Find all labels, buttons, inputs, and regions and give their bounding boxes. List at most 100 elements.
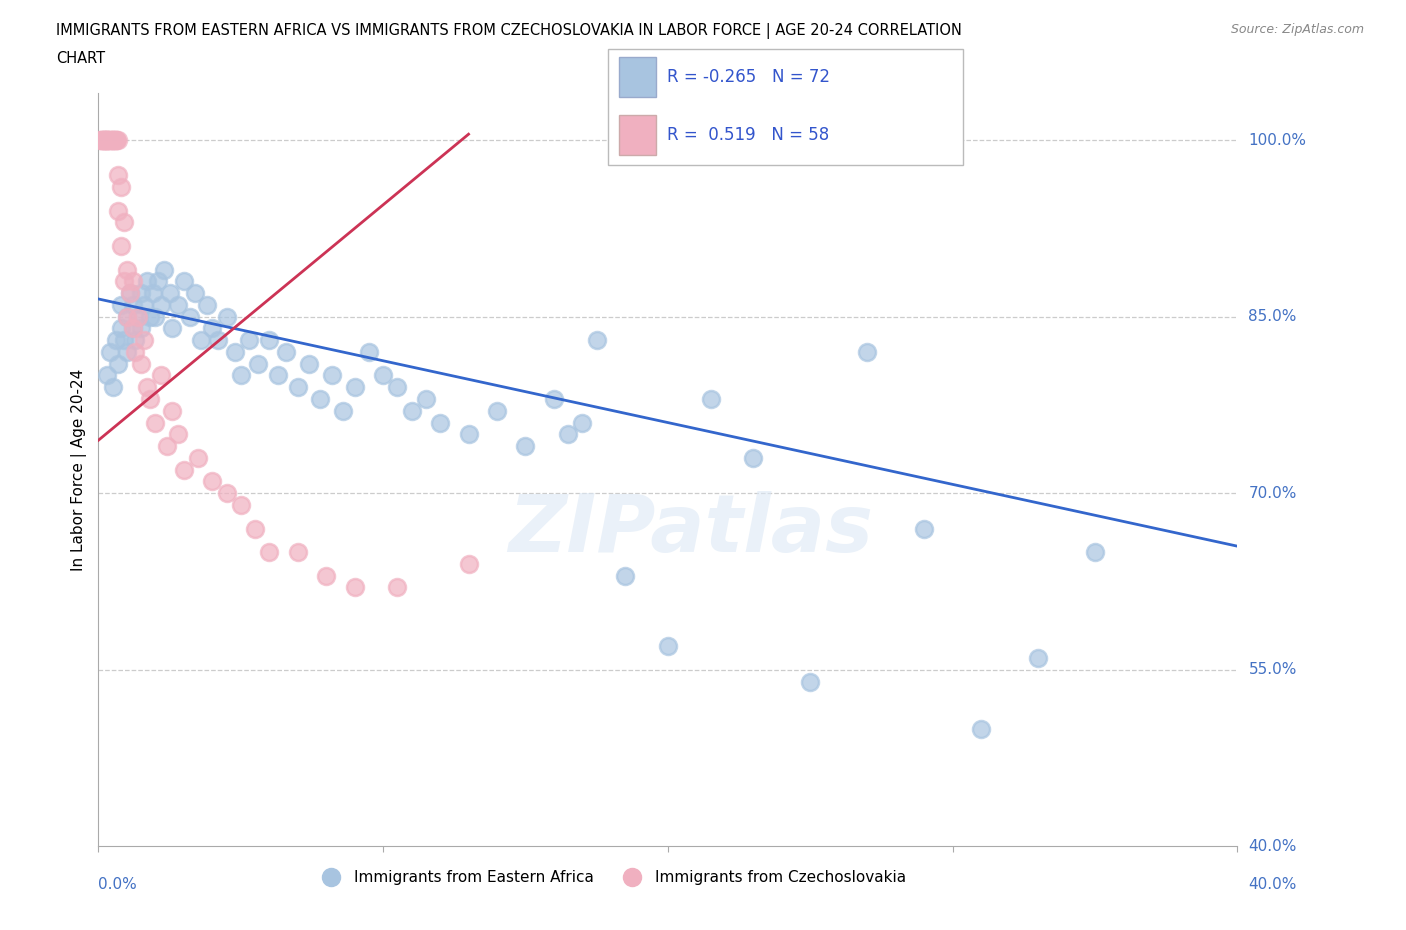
Point [332,404,354,418]
Point [614,568,637,583]
Point [276,344,298,359]
Point [129,286,152,300]
Point [90,133,112,148]
Point [287,379,309,394]
Point [201,474,224,489]
Point [104,333,127,348]
Text: 70.0%: 70.0% [1249,485,1296,500]
Y-axis label: In Labor Force | Age 20-24: In Labor Force | Age 20-24 [72,368,87,571]
Point [515,439,537,454]
Point [93,133,115,148]
Point [110,179,132,194]
Point [167,298,190,312]
Point [118,286,141,300]
Point [112,274,135,289]
Point [141,286,163,300]
Point [96,133,118,148]
Point [224,344,246,359]
Point [970,721,993,736]
Point [315,568,337,583]
Point [387,379,409,394]
FancyBboxPatch shape [609,49,963,165]
Point [207,333,229,348]
Point [96,133,118,148]
Point [173,274,195,289]
Point [107,168,129,183]
Point [184,286,207,300]
Point [167,427,190,442]
Point [1084,545,1107,560]
Point [93,133,115,148]
Point [101,379,124,394]
Point [912,521,935,536]
Point [215,485,238,500]
Point [799,674,821,689]
Point [201,321,224,336]
Text: 100.0%: 100.0% [1249,133,1306,148]
Point [124,333,146,348]
Point [156,439,179,454]
Point [96,133,118,148]
Point [153,262,176,277]
Text: Source: ZipAtlas.com: Source: ZipAtlas.com [1230,23,1364,36]
Point [112,215,135,230]
Point [101,133,124,148]
Point [215,309,238,324]
Point [187,450,209,465]
Point [90,133,112,148]
Point [309,392,332,406]
Point [259,545,281,560]
Point [145,309,167,324]
Point [742,450,765,465]
Point [571,415,593,430]
Point [162,404,184,418]
Point [150,298,173,312]
Text: IMMIGRANTS FROM EASTERN AFRICA VS IMMIGRANTS FROM CZECHOSLOVAKIA IN LABOR FORCE : IMMIGRANTS FROM EASTERN AFRICA VS IMMIGR… [56,23,962,39]
Text: 40.0%: 40.0% [1249,877,1296,892]
Point [135,379,157,394]
Point [162,321,184,336]
Point [657,639,679,654]
Point [287,545,309,560]
Text: CHART: CHART [56,51,105,66]
Legend: Immigrants from Eastern Africa, Immigrants from Czechoslovakia: Immigrants from Eastern Africa, Immigran… [309,864,912,891]
Point [699,392,721,406]
Point [121,298,143,312]
Point [115,262,138,277]
Point [127,309,149,324]
Text: ZIPatlas: ZIPatlas [508,491,873,569]
Text: 40.0%: 40.0% [1249,839,1296,854]
Point [298,356,321,371]
Point [115,309,138,324]
Point [135,274,157,289]
Point [112,333,135,348]
Point [121,321,143,336]
Point [96,368,118,383]
FancyBboxPatch shape [619,115,655,155]
Point [387,580,409,595]
Point [96,133,118,148]
Point [132,298,155,312]
Point [246,356,269,371]
Point [486,404,509,418]
Point [104,133,127,148]
Point [321,368,343,383]
Point [104,133,127,148]
Point [150,368,173,383]
Point [543,392,565,406]
Point [121,321,143,336]
Point [415,392,437,406]
Point [229,368,252,383]
Point [195,298,218,312]
Text: 85.0%: 85.0% [1249,309,1296,325]
Text: 55.0%: 55.0% [1249,662,1296,677]
Point [159,286,181,300]
Point [429,415,451,430]
Point [229,498,252,512]
Point [343,379,366,394]
Text: 0.0%: 0.0% [98,877,138,892]
Point [173,462,195,477]
Point [101,133,124,148]
Point [856,344,879,359]
Point [98,344,121,359]
